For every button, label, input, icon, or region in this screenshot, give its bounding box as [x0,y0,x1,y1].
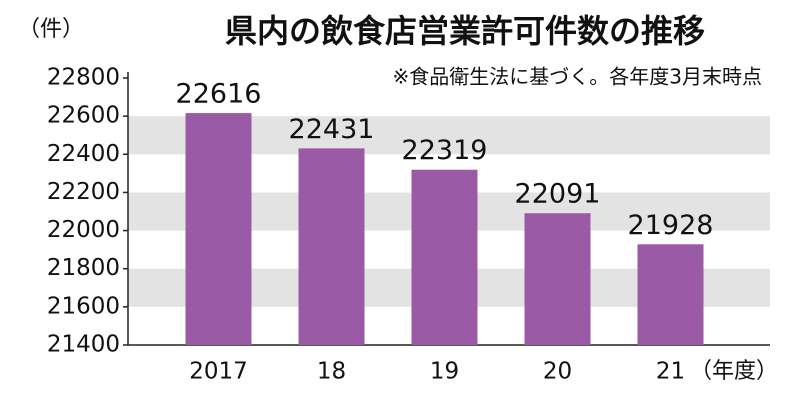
value-label: 22091 [515,179,601,210]
x-tick-label: 21 [656,359,685,385]
y-axis-label: （件） [18,17,84,42]
bar [637,244,704,345]
y-tick-label: 22800 [47,65,120,91]
x-tick-label: 20 [543,359,572,385]
y-tick-label: 21600 [47,293,120,319]
y-tick-label: 22000 [47,217,120,243]
y-tick-label: 22400 [47,141,120,167]
y-tick-label: 22200 [47,179,120,205]
value-label: 21928 [628,210,714,241]
x-axis-label: （年度） [690,359,778,384]
x-tick-label: 18 [317,359,346,385]
value-label: 22319 [402,135,488,166]
bar [411,169,478,345]
value-label: 22431 [289,114,375,145]
x-tick-label: 2017 [189,359,248,385]
value-label: 22616 [176,79,262,110]
y-tick-label: 21400 [47,332,120,358]
chart-subtitle: ※食品衛生法に基づく。各年度3月末時点 [393,65,762,89]
x-tick-label: 19 [430,359,459,385]
bar [298,148,365,345]
y-tick-label: 22600 [47,103,120,129]
bar [185,113,252,345]
bar [524,213,591,345]
plot-area: 21400 21600 21800 22000 22200 22400 22600 22800… [47,65,770,385]
chart-title: 県内の飲食店営業許可件数の推移 [225,12,705,50]
y-tick-label: 21800 [47,255,120,281]
